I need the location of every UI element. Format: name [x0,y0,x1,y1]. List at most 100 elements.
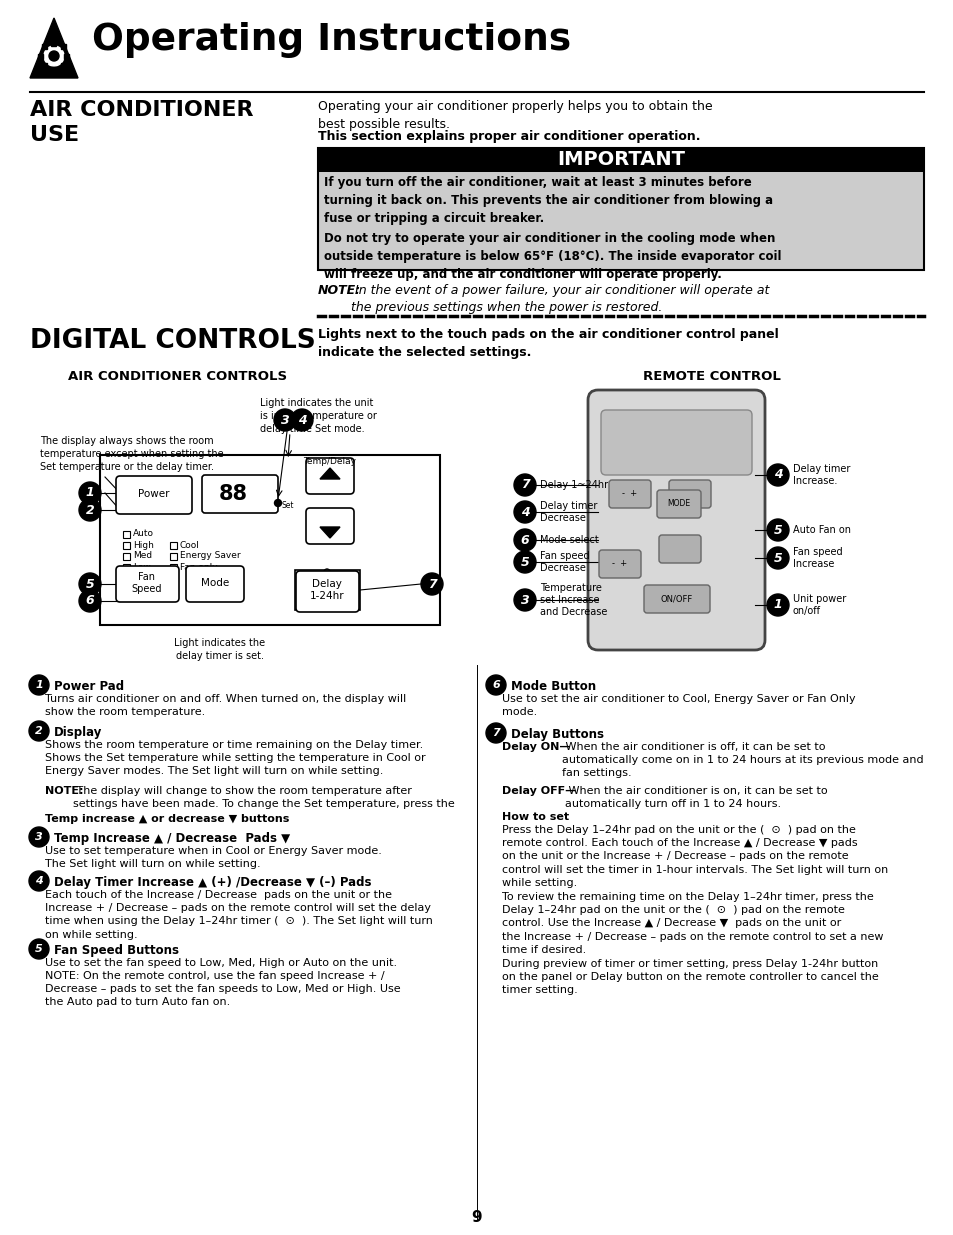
Text: 1: 1 [773,599,781,611]
Circle shape [420,573,442,595]
Text: Auto Fan on: Auto Fan on [792,525,850,535]
Text: Light indicates the unit
is in the temperature or
delay time Set mode.: Light indicates the unit is in the tempe… [260,398,376,433]
Text: 6: 6 [520,534,529,547]
Text: Operating Instructions: Operating Instructions [91,22,571,58]
Text: AIR CONDITIONER: AIR CONDITIONER [30,100,253,120]
Text: The display will change to show the room temperature after
settings have been ma: The display will change to show the room… [73,785,455,809]
Text: Fan
Speed: Fan Speed [132,572,162,594]
Text: 3: 3 [280,414,289,426]
Text: AIR CONDITIONER CONTROLS: AIR CONDITIONER CONTROLS [69,370,287,383]
Text: 4: 4 [35,876,43,885]
Text: Display: Display [54,726,102,739]
Circle shape [514,501,536,522]
Bar [317,148,923,270]
Text: 9: 9 [471,1210,482,1225]
Circle shape [514,551,536,573]
Text: NOTE:: NOTE: [45,785,84,797]
Circle shape [766,547,788,569]
Circle shape [29,939,49,960]
Polygon shape [51,41,56,46]
Text: Delay timer
Decrease: Delay timer Decrease [539,501,597,522]
FancyBboxPatch shape [202,475,277,513]
Bar [317,148,923,172]
FancyBboxPatch shape [643,585,709,613]
FancyBboxPatch shape [186,566,244,601]
Polygon shape [42,63,48,68]
Circle shape [29,871,49,890]
Text: In the event of a power failure, your air conditioner will operate at
the previo: In the event of a power failure, your ai… [351,284,768,315]
Text: Operating your air conditioner properly helps you to obtain the
best possible re: Operating your air conditioner properly … [317,100,712,131]
Text: Low: Low [132,562,151,572]
Circle shape [79,573,101,595]
Circle shape [514,474,536,496]
Polygon shape [30,19,78,78]
Text: 7: 7 [520,478,529,492]
Text: Press the Delay 1–24hr pad on the unit or the (  ⊙  ) pad on the
remote control.: Press the Delay 1–24hr pad on the unit o… [501,825,887,888]
Circle shape [29,827,49,847]
Text: NOTE: On the remote control, use the fan speed Increase + /: NOTE: On the remote control, use the fan… [45,971,384,981]
FancyBboxPatch shape [116,475,192,514]
Text: Turns air conditioner on and off. When turned on, the display will
show the room: Turns air conditioner on and off. When t… [45,694,406,718]
Text: 1: 1 [86,487,94,499]
Text: 2: 2 [86,504,94,516]
Text: 7: 7 [492,727,499,739]
Bar [100,454,439,625]
Text: Do not try to operate your air conditioner in the cooling mode when
outside temp: Do not try to operate your air condition… [324,232,781,282]
Text: Fan only: Fan only [180,562,217,572]
Circle shape [291,409,313,431]
Bar [294,571,359,610]
Text: Delay timer
Increase.: Delay timer Increase. [792,464,849,485]
Text: Auto: Auto [132,530,153,538]
Text: Mode Button: Mode Button [511,680,596,693]
Text: Delay ON—: Delay ON— [501,742,570,752]
Text: Temp/Delay: Temp/Delay [303,457,356,466]
Text: 5: 5 [773,524,781,536]
Text: Temp increase ▲ or decrease ▼ buttons: Temp increase ▲ or decrease ▼ buttons [45,814,289,824]
Text: When the air conditioner is on, it can be set to
automatically turn off in 1 to : When the air conditioner is on, it can b… [564,785,827,809]
Polygon shape [51,67,56,72]
FancyBboxPatch shape [295,571,358,613]
Text: Delay OFF—: Delay OFF— [501,785,576,797]
Circle shape [514,589,536,611]
Text: 5: 5 [86,578,94,590]
Text: Fan speed
Decrease: Fan speed Decrease [539,551,589,573]
Text: 6: 6 [492,680,499,690]
Circle shape [514,529,536,551]
Text: Delay 1~24hr: Delay 1~24hr [539,480,607,490]
Circle shape [485,722,505,743]
Polygon shape [65,53,70,58]
Bar [170,564,177,571]
FancyBboxPatch shape [657,490,700,517]
Text: Light indicates the
delay timer is set.: Light indicates the delay timer is set. [174,638,265,661]
Text: Use to set the fan speed to Low, Med, High or Auto on the unit.: Use to set the fan speed to Low, Med, Hi… [45,958,396,968]
Text: Delay Buttons: Delay Buttons [511,727,603,741]
Text: 6: 6 [86,594,94,608]
Text: Use to set the air conditioner to Cool, Energy Saver or Fan Only
mode.: Use to set the air conditioner to Cool, … [501,694,855,718]
Polygon shape [38,53,44,58]
Polygon shape [319,468,339,479]
Text: 5: 5 [773,552,781,564]
FancyBboxPatch shape [306,508,354,543]
Bar [170,553,177,559]
Bar [123,553,130,559]
Text: Delay Timer Increase ▲ (+) /Decrease ▼ (–) Pads: Delay Timer Increase ▲ (+) /Decrease ▼ (… [54,876,371,889]
Circle shape [485,676,505,695]
Text: Delay
1-24hr: Delay 1-24hr [310,579,344,600]
Circle shape [766,594,788,616]
FancyBboxPatch shape [587,390,764,650]
FancyBboxPatch shape [608,480,650,508]
Text: 4: 4 [520,505,529,519]
Circle shape [44,46,64,65]
Text: Power Pad: Power Pad [54,680,124,693]
Text: 1: 1 [35,680,43,690]
Text: USE: USE [30,125,79,144]
Bar [123,542,130,550]
Text: To review the remaining time on the Delay 1–24hr timer, press the
Delay 1–24hr p: To review the remaining time on the Dela… [501,892,882,955]
Text: DIGITAL CONTROLS: DIGITAL CONTROLS [30,329,315,354]
Text: MODE: MODE [667,499,690,509]
Bar [123,564,130,571]
Text: 4: 4 [297,414,306,426]
Text: 7: 7 [427,578,436,590]
Text: Each touch of the Increase / Decrease  pads on the unit or the
Increase + / Decr: Each touch of the Increase / Decrease pa… [45,890,433,940]
Polygon shape [61,44,66,49]
